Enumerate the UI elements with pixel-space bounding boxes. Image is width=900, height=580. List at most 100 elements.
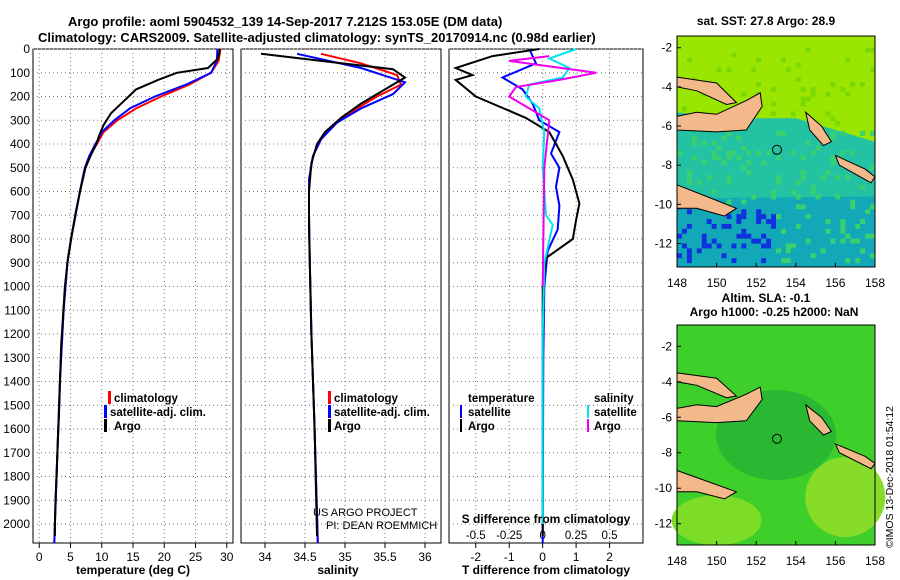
y-tick-label: 0: [23, 42, 30, 56]
map-lon-label: 148: [667, 554, 687, 568]
sst-cell: [686, 248, 692, 254]
sst-cell: [761, 160, 767, 166]
x-tick-label: 30: [220, 550, 234, 564]
sst-cell: [845, 91, 851, 97]
map-lat-label: -12: [655, 237, 673, 251]
x-tick-label: 15: [126, 550, 140, 564]
sst-cell: [825, 91, 831, 97]
sst-cell: [706, 243, 712, 249]
sst-cell: [835, 174, 841, 180]
sst-cell: [686, 57, 692, 63]
sst-cell: [736, 155, 742, 161]
sst-cell: [741, 228, 747, 234]
land-mass: [676, 386, 763, 424]
map-lat-label: -4: [661, 375, 672, 389]
sst-cell: [795, 194, 801, 200]
sst-cell: [761, 214, 767, 220]
sst-cell: [785, 258, 791, 264]
sst-cell: [701, 160, 707, 166]
x-tick-label: 2: [606, 550, 613, 564]
sst-cell: [701, 140, 707, 146]
sst-cell: [810, 91, 816, 97]
sst-cell: [686, 209, 692, 215]
sst-cell: [726, 150, 732, 156]
sst-cell: [840, 238, 846, 244]
sst-cell: [835, 194, 841, 200]
map-lon-label: 156: [825, 276, 845, 290]
sst-cell: [810, 150, 816, 156]
legend-s-argo-label: Argo: [594, 421, 621, 433]
sst-cell: [726, 155, 732, 161]
sst-cell: [711, 140, 717, 146]
sst-cell: [830, 160, 836, 166]
sst-cell: [820, 174, 826, 180]
sst-cell: [850, 82, 856, 87]
series-line-salinity-argo: [260, 52, 407, 536]
sst-cell: [825, 228, 831, 234]
series-line-difference-t-satellite: [500, 48, 561, 544]
sst-cell: [830, 116, 836, 122]
sst-cell: [761, 243, 767, 249]
float-position-marker: [771, 433, 782, 444]
sst-cell: [716, 145, 722, 151]
x-tick-label: 34.5: [293, 550, 317, 564]
sst-cell: [780, 130, 786, 136]
x-tick-label: 0: [539, 550, 546, 564]
map-lat-label: -4: [661, 80, 672, 94]
sst-cell: [706, 219, 712, 224]
y-tick-label: 2000: [3, 517, 30, 531]
sst-cell: [756, 209, 762, 215]
sst-cell: [815, 145, 821, 151]
sst-cell: [850, 150, 856, 156]
ticks-layer: 0 5 10 15 20 25 300100200300400500600700800900…: [3, 42, 617, 564]
sst-cell: [835, 121, 841, 127]
sst-cell: [756, 214, 762, 220]
legend-sal-argo-label: Argo: [334, 421, 361, 433]
x-tick-label: 25: [189, 550, 203, 564]
sst-cell: [766, 238, 772, 244]
sst-cell: [870, 165, 875, 171]
map-ticks: 148 150 152 154 156 158 -2 -4 -6 -8 -10 -12 148 150 15…: [655, 41, 886, 568]
sst-cell: [766, 219, 772, 224]
sst-cell: [736, 219, 742, 224]
sst-cell: [686, 258, 692, 264]
sst-cell: [677, 150, 682, 156]
sst-cell: [726, 214, 732, 220]
sst-cell: [795, 77, 801, 83]
temperature-xlabel: temperature (deg C): [76, 563, 190, 577]
series-line-temperature-argo: [53, 48, 221, 536]
sst-cell: [810, 86, 816, 92]
y-tick-label: 1100: [4, 303, 30, 317]
sst-cell: [805, 214, 811, 220]
salinity-xlabel: salinity: [317, 563, 359, 577]
sst-cell: [845, 174, 851, 180]
sst-cell: [860, 184, 866, 190]
sst-cell: [840, 228, 846, 234]
sst-cell: [746, 170, 752, 176]
sst-cell: [726, 67, 732, 73]
legend-s-argo-swatch: [587, 419, 589, 432]
x-tick-label: 35: [338, 550, 352, 564]
sst-cell: [771, 189, 776, 195]
sst-cell: [870, 233, 875, 239]
sst-cell: [800, 174, 806, 180]
y-tick-label: 200: [10, 90, 30, 104]
legend-sat-label: satellite-adj. clim.: [110, 407, 206, 419]
sst-cell: [731, 52, 737, 58]
sst-cell: [726, 130, 732, 136]
sst-cell: [746, 160, 752, 166]
x-tick-label: 5: [67, 550, 74, 564]
sst-cell: [800, 155, 806, 161]
sst-cell: [716, 155, 722, 161]
sst-cell: [711, 238, 717, 244]
sst-cell: [721, 160, 727, 166]
sst-cell: [825, 219, 831, 224]
sst-cell: [800, 86, 806, 92]
sst-cell: [860, 248, 866, 254]
sst-cell: [761, 258, 767, 264]
sst-cells: [677, 47, 875, 267]
sst-cell: [805, 96, 811, 102]
sst-cell: [795, 179, 801, 185]
sst-cell: [870, 130, 875, 136]
sst-cell: [771, 101, 776, 107]
